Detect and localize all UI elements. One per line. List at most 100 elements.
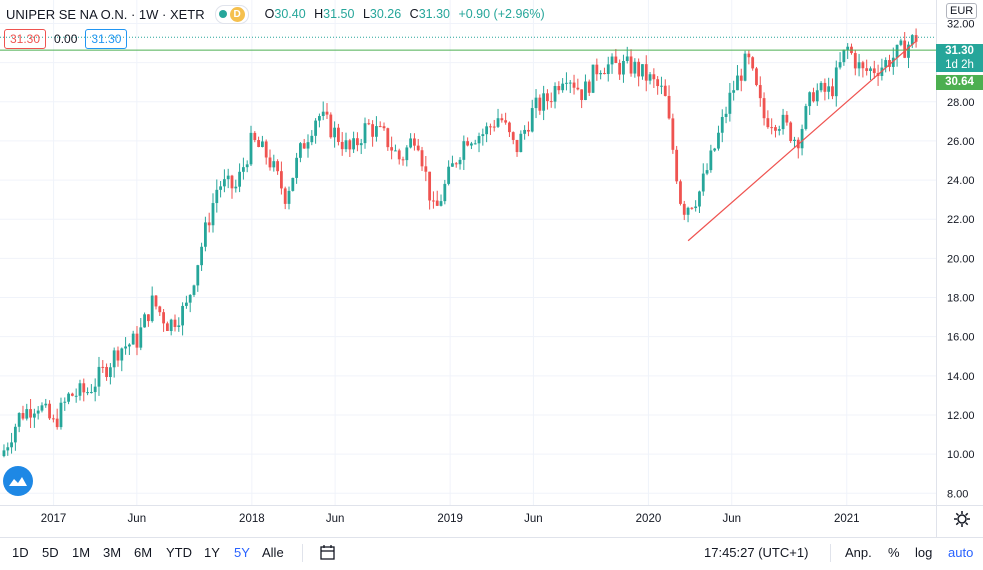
candle-body [158,306,162,313]
candle-body [70,393,74,396]
candle-body [694,206,698,209]
range-5d[interactable]: 5D [42,545,59,560]
price-tick-label: 16.00 [947,332,975,344]
range-ytd[interactable]: YTD [166,545,192,560]
candle-body [405,147,409,161]
symbol-title[interactable]: UNIPER SE NA O.N. · 1W · XETR [6,6,205,22]
range-6m[interactable]: 6M [134,545,153,560]
candle-body [823,82,827,92]
price-tick-label: 20.00 [947,253,975,265]
candle-body [686,207,690,215]
price-axis-border [936,0,937,537]
price-axis: 32.0030.0028.0026.0024.0022.0020.0018.00… [947,18,975,500]
candle-body [561,83,565,91]
buy-button[interactable]: 31.30 [85,29,128,49]
candle-body [272,161,276,168]
range-1y[interactable]: 1Y [204,545,220,560]
candle-body [150,295,154,322]
candle-body [413,138,416,146]
candle-body [834,67,838,97]
candle-body [82,383,86,393]
candle-body [895,44,899,58]
candle-body [511,132,515,140]
candle-body [276,161,280,172]
candle-body [648,74,652,81]
candle-body [542,93,546,111]
candle-body [477,136,481,144]
adjust-toggle[interactable]: Anp. [845,545,872,560]
time-tick-label: 2021 [834,513,860,525]
candle-body [500,118,504,121]
candle-body [625,56,629,61]
log-toggle[interactable]: log [915,545,933,560]
candle-body [200,246,203,266]
candle-body [435,200,439,206]
candle-body [359,143,363,146]
candle-body [774,127,777,131]
order-buttons: 31.30 0.00 31.30 [4,29,128,49]
chart-grid [0,0,936,505]
candle-body [86,392,89,394]
candle-body [519,133,523,153]
candle-body [219,186,222,190]
last-price-tag: 31.30 [936,44,983,58]
candle-body [146,314,150,322]
candle-body [534,97,538,109]
candle-body [679,181,682,204]
logo-icon [9,477,27,486]
candle-body [701,173,705,192]
bottom-toolbar: 1D 5D 1M 3M 6M YTD 1Y 5Y Alle 17:45:27 (… [0,538,983,568]
range-all[interactable]: Alle [262,545,284,560]
candle-body [903,40,907,58]
candle-body [310,135,314,143]
candle-body [865,68,869,71]
price-tick-label: 28.00 [947,97,975,109]
settings-gear-icon[interactable] [953,510,971,528]
candle-body [169,319,173,332]
candle-body [397,150,401,160]
candle-body [112,350,116,368]
candle-body [67,393,70,402]
range-1d[interactable]: 1D [12,545,29,560]
candle-body [595,64,599,75]
time-tick-label: Jun [128,513,147,525]
date-range-icon[interactable] [319,544,337,562]
candle-body [424,166,428,172]
candle-body [584,81,587,101]
candle-body [591,64,595,93]
range-5y[interactable]: 5Y [234,545,250,560]
currency-button[interactable]: EUR [946,3,978,19]
sell-button[interactable]: 31.30 [4,29,47,49]
range-1m[interactable]: 1M [72,545,91,560]
candles-layer [2,28,918,458]
candle-body [656,79,660,87]
tradingview-logo[interactable] [3,466,33,496]
candle-body [367,123,371,125]
candle-body [690,207,694,209]
candle-body [32,413,36,418]
auto-toggle[interactable]: auto [948,545,974,560]
candle-body [261,141,264,147]
range-3m[interactable]: 3M [103,545,122,560]
price-tick-label: 18.00 [947,293,975,305]
candle-body [777,129,781,131]
candle-body [641,64,644,77]
candle-body [44,403,48,406]
candle-body [580,89,584,101]
close-value: 31.30 [418,7,450,21]
candle-body [515,139,519,153]
candle-body [766,118,770,128]
percent-toggle[interactable]: % [888,545,900,560]
candle-body [739,75,743,81]
candle-body [489,126,492,128]
candle-body [899,40,903,45]
candle-body [314,120,318,136]
status-indicator[interactable]: D [214,4,249,24]
time-tick-label: 2020 [636,513,662,525]
candle-body [751,57,755,69]
time-tick-label: Jun [722,513,741,525]
candle-body [249,132,253,165]
candle-body [473,143,477,145]
clock[interactable]: 17:45:27 (UTC+1) [704,545,809,560]
